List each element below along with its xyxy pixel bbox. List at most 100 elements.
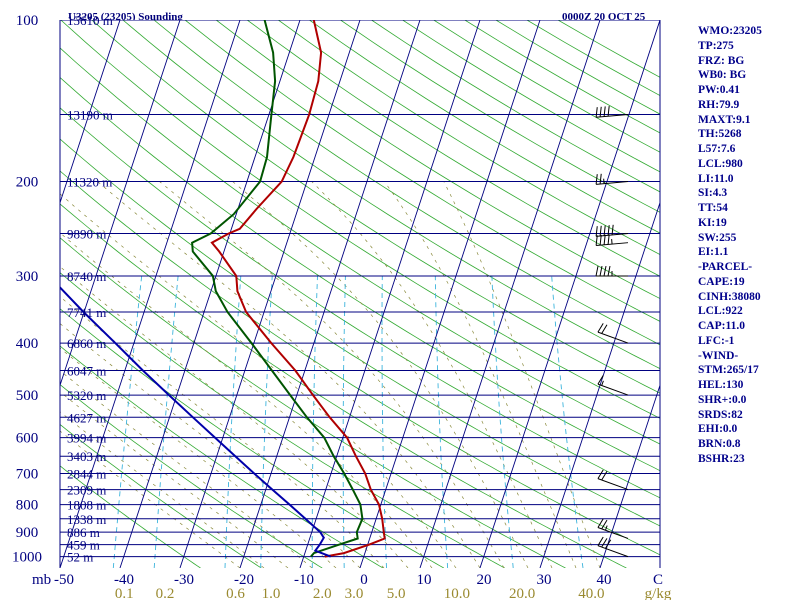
isotherm xyxy=(299,20,481,568)
mixing-ratio-line xyxy=(491,275,514,568)
pressure-label: 400 xyxy=(16,336,39,352)
wind-barb-flag xyxy=(603,265,607,277)
moist-adiabat xyxy=(60,193,457,568)
temperature-tick-label: -40 xyxy=(114,572,134,588)
index-row: L57:7.6 xyxy=(698,143,736,155)
wind-barb xyxy=(597,518,629,539)
wind-barb-staff xyxy=(596,113,629,118)
wind-barb xyxy=(595,234,629,246)
mixing-ratio-line xyxy=(551,275,584,568)
mixing-ratio-label: 0.2 xyxy=(156,586,175,600)
dry-adiabat xyxy=(60,138,660,527)
height-label: 2309 m xyxy=(67,483,106,498)
moist-adiabat xyxy=(60,232,433,568)
wind-barb-flag xyxy=(607,265,611,277)
profile-lines xyxy=(60,20,386,558)
mixing-ratio-line xyxy=(260,275,273,568)
wind-barb-staff xyxy=(597,383,629,396)
pressure-label: 500 xyxy=(16,388,39,404)
temperature-tick-label: -10 xyxy=(294,572,314,588)
wind-barb-flag xyxy=(597,323,604,333)
dry-adiabat xyxy=(278,20,660,255)
height-label: 1808 m xyxy=(67,498,106,513)
wind-barb-staff xyxy=(597,545,629,558)
height-label: 6860 m xyxy=(67,336,106,351)
temperature-tick-label: -30 xyxy=(174,572,194,588)
wind-barb-half-flag xyxy=(601,380,604,386)
mixing-ratio-label: 20.0 xyxy=(509,586,535,600)
index-row: LCL:980 xyxy=(698,157,743,170)
moist-adiabat xyxy=(60,347,337,568)
temperature-tick-label: 40 xyxy=(597,572,612,588)
wind-barb-flag xyxy=(595,235,598,246)
wind-barb-flag xyxy=(595,107,598,118)
wind-barb xyxy=(597,323,629,344)
dry-adiabat xyxy=(91,20,660,394)
height-label: 886 m xyxy=(67,525,100,540)
parcel-profile xyxy=(60,285,332,558)
index-row: -PARCEL- xyxy=(698,261,753,273)
mixing-ratio-label: 10.0 xyxy=(444,586,470,600)
index-row: LI:11.0 xyxy=(698,172,734,185)
height-label: 52 m xyxy=(67,550,93,565)
wind-barb-flag xyxy=(607,106,610,117)
wind-barb-staff xyxy=(597,331,629,344)
wind-barb-flag xyxy=(603,225,606,236)
mixing-ratio-line xyxy=(434,275,449,568)
wind-barb-flag xyxy=(599,106,602,117)
isotherm xyxy=(359,20,541,568)
index-row: CAPE:19 xyxy=(698,275,745,288)
mixing-ratio-label: 3.0 xyxy=(345,586,364,600)
temperature-tick-label: 10 xyxy=(417,572,432,588)
wind-barb-flag xyxy=(597,536,604,546)
mixing-ratio-unit-label: g/kg xyxy=(645,586,672,600)
wind-barbs xyxy=(595,106,629,558)
pressure-label: 300 xyxy=(16,269,39,285)
wind-barb-flag xyxy=(597,518,604,528)
dry-adiabat xyxy=(60,308,444,568)
height-label: 3403 m xyxy=(67,449,106,464)
temperature-tick-label: 20 xyxy=(477,572,492,588)
dry-adiabat xyxy=(60,423,262,568)
index-row: LCL:922 xyxy=(698,305,743,318)
isotherm xyxy=(539,201,660,568)
wind-barb xyxy=(595,106,629,118)
isotherm xyxy=(60,20,181,387)
wind-barb xyxy=(597,375,629,396)
dry-adiabat xyxy=(122,20,660,370)
index-row: CINH:38080 xyxy=(698,290,761,303)
isotherm xyxy=(479,20,660,568)
dry-adiabat xyxy=(60,272,505,568)
pressure-label: 700 xyxy=(16,467,39,483)
dry-adiabat xyxy=(246,20,660,277)
wind-barb-flag xyxy=(601,538,608,548)
sounding-indices: WMO:23205 TP:275 FRZ: BG WB0: BG PW:0.41 RH:7… xyxy=(698,24,798,467)
moist-adiabat xyxy=(60,296,385,568)
background-grid xyxy=(60,20,660,568)
index-row: TH:5268 xyxy=(698,128,742,141)
wind-barb-flag xyxy=(599,265,603,277)
dry-adiabat xyxy=(215,20,660,300)
wind-barb xyxy=(597,469,629,491)
index-row: EHI:0.0 xyxy=(698,423,738,436)
wind-barb-flag xyxy=(601,519,608,530)
index-row: CAP:11.0 xyxy=(698,320,745,332)
wind-barb-flag xyxy=(595,226,598,237)
index-row: -WIND- xyxy=(698,349,739,362)
moist-adiabat xyxy=(60,430,241,568)
mixing-ratio-line xyxy=(311,275,318,568)
isotherm xyxy=(179,20,361,568)
wind-barb-flag xyxy=(611,224,614,235)
wind-barb-staff xyxy=(597,478,629,491)
height-label: 6047 m xyxy=(67,364,106,379)
dry-adiabat xyxy=(184,20,660,322)
moist-adiabat xyxy=(159,181,505,568)
wind-barb-flag xyxy=(595,265,599,277)
index-row: SHR+:0.0 xyxy=(698,393,747,406)
wind-barb xyxy=(595,224,629,237)
dewpoint-profile xyxy=(191,20,364,558)
pressure-label: 200 xyxy=(16,175,39,191)
wind-barb-flag xyxy=(599,225,602,237)
dry-adiabat xyxy=(60,203,627,568)
index-row: RH:79.9 xyxy=(698,98,740,111)
